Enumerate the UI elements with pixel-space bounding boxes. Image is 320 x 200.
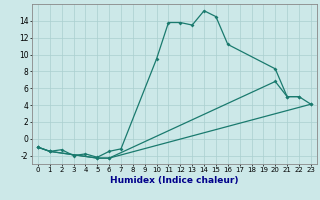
X-axis label: Humidex (Indice chaleur): Humidex (Indice chaleur) (110, 176, 239, 185)
